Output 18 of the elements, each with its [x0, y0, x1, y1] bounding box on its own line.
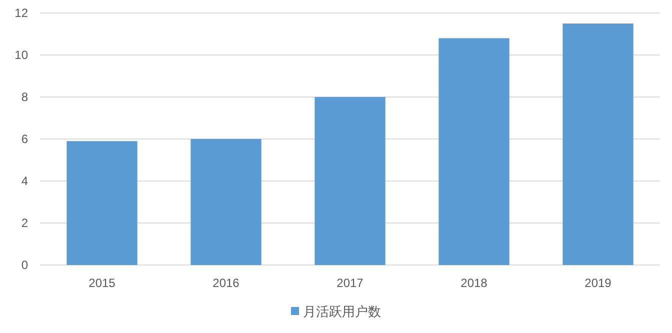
y-tick-label: 4: [21, 174, 28, 188]
bar: [438, 38, 510, 265]
x-tick-label: 2019: [584, 276, 612, 290]
y-tick-label: 6: [21, 132, 28, 146]
x-tick-label: 2015: [88, 276, 116, 290]
bar: [66, 141, 138, 265]
x-tick-label: 2017: [336, 276, 364, 290]
bar: [190, 139, 262, 265]
y-tick-label: 0: [21, 258, 28, 272]
bar: [314, 97, 386, 265]
legend-label: 月活跃用户数: [303, 304, 381, 319]
bar: [562, 24, 634, 265]
y-tick-label: 8: [21, 90, 28, 104]
y-tick-label: 10: [14, 48, 28, 62]
y-tick-label: 2: [21, 216, 28, 230]
x-tick-label: 2016: [212, 276, 240, 290]
y-tick-label: 12: [14, 6, 28, 20]
x-tick-label: 2018: [460, 276, 488, 290]
